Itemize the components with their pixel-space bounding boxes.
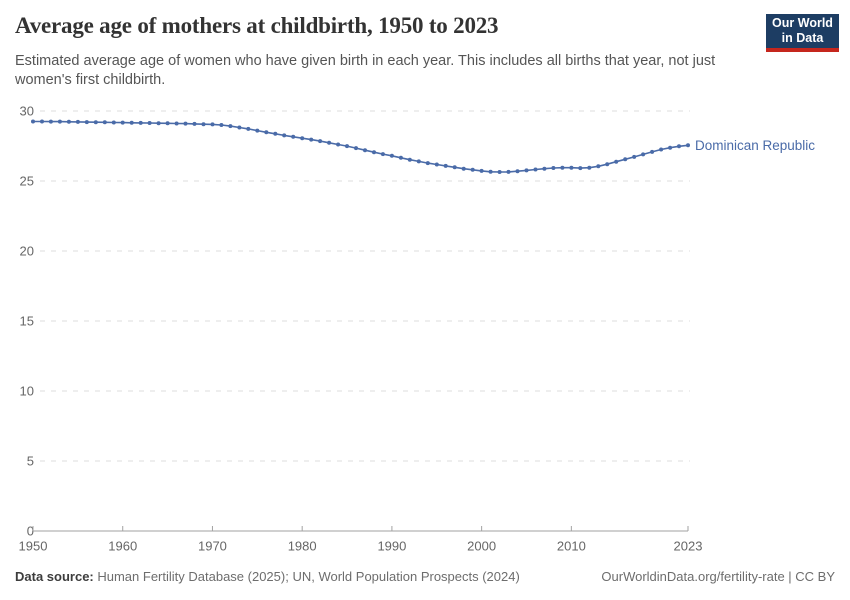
- y-tick-label: 5: [27, 454, 34, 469]
- y-tick-label: 25: [20, 174, 34, 189]
- x-axis: [32, 526, 689, 532]
- owid-logo[interactable]: Our World in Data: [766, 14, 839, 52]
- chart-footer: Data source: Human Fertility Database (2…: [15, 569, 835, 584]
- x-tick-label: 2023: [674, 539, 703, 554]
- series-points: [31, 119, 690, 174]
- x-tick-label: 2010: [557, 539, 586, 554]
- data-source-text: Human Fertility Database (2025); UN, Wor…: [93, 569, 520, 584]
- page-title: Average age of mothers at childbirth, 19…: [15, 13, 499, 38]
- x-tick-label: 1970: [198, 539, 227, 554]
- owid-logo-line1: Our World: [772, 16, 833, 30]
- x-axis-labels: 1950 1960 1970 1980 1990 2000 2010 2023: [19, 539, 703, 554]
- owid-logo-line2: in Data: [781, 31, 824, 45]
- data-source-label: Data source:: [15, 569, 94, 584]
- y-gridlines: [40, 110, 690, 462]
- y-tick-label: 30: [20, 104, 34, 119]
- attribution-link[interactable]: OurWorldinData.org/fertility-rate | CC B…: [601, 569, 835, 584]
- entity-label[interactable]: Dominican Republic: [695, 138, 815, 153]
- y-tick-label: 15: [20, 314, 34, 329]
- series-line-dominican-republic[interactable]: [31, 119, 690, 175]
- y-axis-labels: 0 5 10 15 20 25 30: [20, 104, 34, 539]
- x-tick-label: 1950: [19, 539, 48, 554]
- y-tick-label: 10: [20, 384, 34, 399]
- x-tick-label: 2000: [467, 539, 496, 554]
- x-tick-label: 1990: [377, 539, 406, 554]
- data-source-note: Data source: Human Fertility Database (2…: [15, 569, 520, 584]
- y-tick-label: 20: [20, 244, 34, 259]
- y-tick-label: 0: [27, 524, 34, 539]
- x-tick-label: 1960: [108, 539, 137, 554]
- chart-subtitle: Estimated average age of women who have …: [15, 53, 716, 89]
- x-tick-label: 1980: [288, 539, 317, 554]
